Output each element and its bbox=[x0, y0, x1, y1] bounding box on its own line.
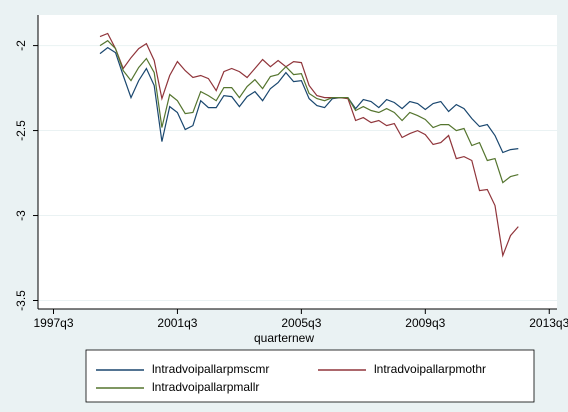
series-line bbox=[99, 32, 519, 258]
y-tick-label: -3.5 bbox=[14, 290, 28, 311]
y-tick-label: -2.5 bbox=[14, 120, 28, 141]
legend-label: lntradvoipallarpmscmr bbox=[152, 362, 269, 376]
series-line bbox=[99, 46, 519, 154]
y-tick-label: -3 bbox=[14, 210, 28, 221]
x-tick-label: 1997q3 bbox=[33, 316, 73, 330]
x-axis-title: quarternew bbox=[254, 331, 314, 345]
plot-area bbox=[38, 15, 557, 309]
legend bbox=[85, 349, 535, 403]
x-tick-label: 2001q3 bbox=[157, 316, 197, 330]
series-line bbox=[99, 39, 519, 184]
y-tick-label: -2 bbox=[14, 40, 28, 51]
x-tick-label: 2009q3 bbox=[405, 316, 445, 330]
x-tick-label: 2013q3 bbox=[529, 316, 568, 330]
legend-label: lntradvoipallarpmothr bbox=[374, 362, 486, 376]
x-tick-label: 2005q3 bbox=[281, 316, 321, 330]
legend-label: lntradvoipallarpmallr bbox=[152, 380, 259, 394]
